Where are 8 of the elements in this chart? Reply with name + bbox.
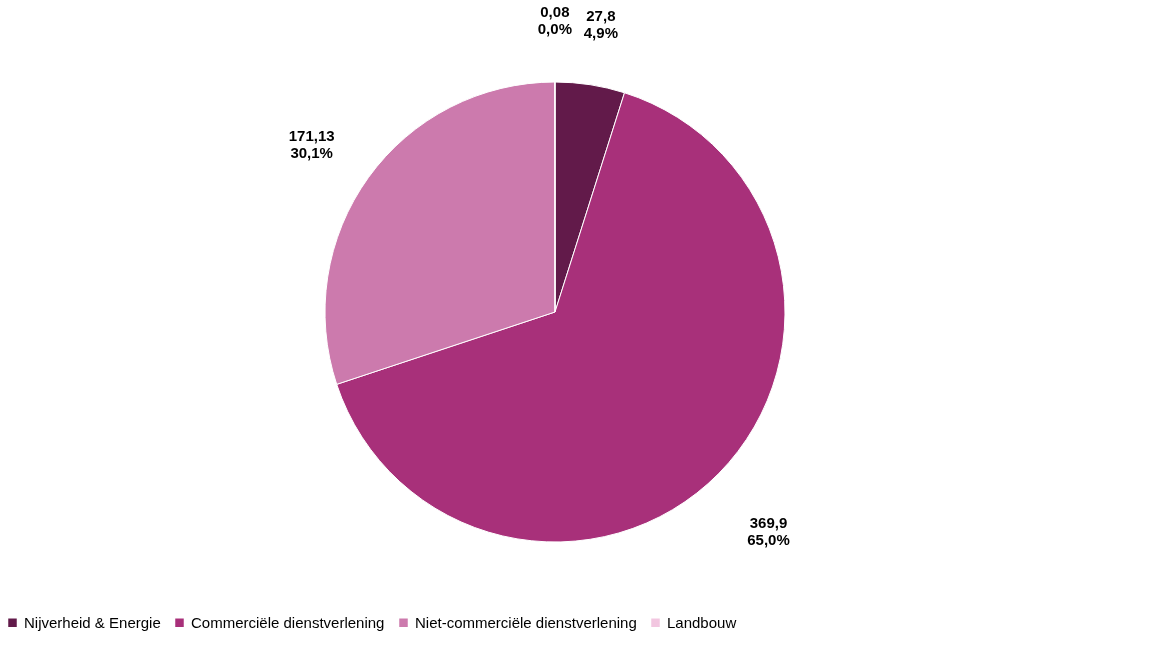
legend-label: Nijverheid & Energie (24, 613, 161, 631)
data-label: 171,13 30,1% (288, 127, 335, 162)
legend-label: Niet-commerciële dienstverlening (415, 613, 637, 631)
data-label: 0,08 0,0% (537, 3, 572, 37)
data-label: 27,8 4,9% (583, 6, 618, 41)
legend-label: Commerciële dienstverlening (191, 613, 385, 631)
legend-label: Landbouw (667, 613, 737, 631)
data-label: 369,9 65,0% (747, 513, 790, 548)
